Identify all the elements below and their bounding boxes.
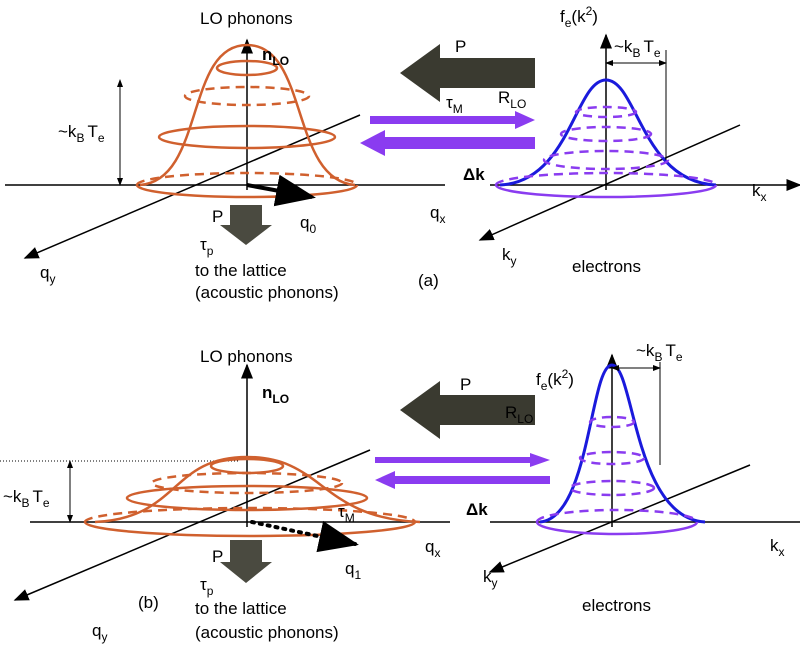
lo-title: LO phonons [200,347,293,366]
contour [537,522,697,534]
lattice-arrow [220,540,272,583]
lattice-label: (acoustic phonons) [195,623,339,642]
lattice-label: (acoustic phonons) [195,283,339,302]
q-label: q1 [345,559,361,582]
ky-label: ky [502,245,517,268]
r-label: RLO [498,88,526,111]
electron-distribution [540,365,705,522]
qx-label: qx [430,203,445,226]
fe-label: fe(k2) [560,4,598,30]
contour [85,522,415,536]
tau-m-label: τM [446,93,463,116]
qx-label: qx [425,537,440,560]
tau-p-label: τp [200,235,214,258]
n-label: nLO [262,383,289,406]
electrons-label: electrons [582,596,651,615]
p-label: P [455,37,466,56]
emission-arrow [400,44,535,102]
kx-label: kx [770,536,785,559]
absorption-arrow [375,453,550,467]
figure: LO phonons nLO ~kBTe qx qy q0 P τp to th… [0,0,800,658]
q-label: q0 [300,213,316,236]
qy-label: qy [92,621,107,644]
p-label: P [212,547,223,566]
lattice-label: to the lattice [195,599,287,618]
fe-label: fe(k2) [536,367,574,393]
panel-label: (a) [418,271,439,290]
delta-k-label: Δk [466,500,488,519]
p-label: P [460,375,471,394]
panel-label: (b) [138,593,159,612]
n-label: nLO [262,45,289,68]
lattice-arrow [220,205,272,245]
tau-p-label: τp [200,575,214,598]
delta-k-label: Δk [463,165,485,184]
lattice-label: to the lattice [195,261,287,280]
electrons-label: electrons [572,257,641,276]
reemission-arrow [375,471,550,489]
wavevector-arrow [247,185,312,197]
reemission-arrow [360,130,535,156]
lo-title: LO phonons [200,9,293,28]
qy-label: qy [40,263,55,286]
p-label: P [212,207,223,226]
